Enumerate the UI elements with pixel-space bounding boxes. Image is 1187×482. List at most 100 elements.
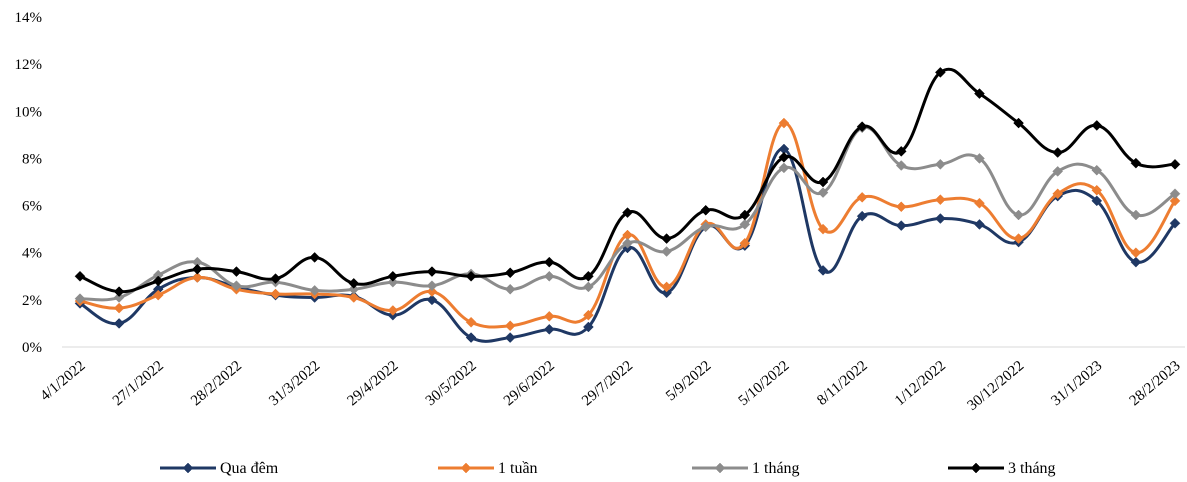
legend-item: 1 tháng [692,460,800,477]
y-tick-label: 10% [15,104,43,120]
data-point-marker [1052,188,1064,200]
data-point-marker [1013,233,1024,244]
data-point-marker [1091,120,1103,131]
data-point-marker [739,237,751,249]
data-point-marker [895,160,907,171]
data-point-marker [348,278,360,289]
legend-marker [460,462,472,474]
data-point-marker [465,332,477,343]
data-point-marker [1052,166,1064,177]
data-point-marker [583,270,594,282]
data-point-marker [504,267,516,279]
data-point-marker [1013,117,1024,129]
x-tick-label: 29/7/2022 [579,358,636,409]
legend: Qua đêm 1 tuần 1 tháng 3 tháng [160,460,1056,477]
y-tick-label: 4% [22,246,42,262]
data-point-marker [935,194,946,206]
x-tick-label: 27/1/2022 [110,358,167,409]
data-point-marker [504,332,516,343]
x-axis: 4/1/2022 27/1/2022 28/2/2022 31/3/2022 29/4/… [37,346,1185,414]
x-tick-label: 8/11/2022 [814,358,870,409]
series-line [78,67,1177,294]
data-point-marker [426,286,438,297]
data-point-marker [1169,188,1181,200]
data-point-marker [543,311,555,322]
legend-marker [714,462,726,474]
y-tick-label: 8% [22,151,42,167]
data-point-marker [661,281,672,293]
legend-item: Qua đêm [160,460,279,477]
data-point-marker [231,280,242,292]
data-point-marker [309,285,320,296]
data-point-marker [778,162,790,174]
data-point-marker [583,281,594,293]
legend-item: 3 tháng [948,460,1056,477]
data-point-marker [583,309,594,321]
data-point-marker [583,321,594,333]
x-tick-label: 31/3/2022 [266,358,323,409]
data-point-marker [817,187,829,198]
data-point-marker [191,272,203,283]
data-point-marker [739,219,751,230]
data-point-marker [895,146,907,157]
x-tick-label: 5/9/2022 [663,358,714,405]
series-group [74,117,1181,332]
data-point-marker [1130,247,1142,259]
data-point-marker [543,256,555,268]
data-point-marker [191,263,203,275]
data-point-marker [504,320,516,332]
legend-label: 3 tháng [1008,460,1056,477]
data-point-marker [935,213,946,224]
data-point-marker [1169,217,1181,229]
data-point-marker [1052,147,1064,158]
data-point-marker [622,207,633,218]
data-point-marker [309,252,320,263]
y-tick-label: 6% [22,199,42,215]
series-layer [74,67,1181,343]
data-point-marker [817,176,829,188]
y-tick-label: 2% [22,293,42,309]
data-point-marker [231,266,242,277]
data-point-marker [895,201,907,213]
data-point-marker [543,270,555,282]
data-point-marker [1130,157,1142,169]
x-tick-label: 28/2/2023 [1127,358,1184,409]
data-point-marker [622,237,633,249]
legend-item: 1 tuần [438,460,538,477]
x-tick-label: 31/1/2023 [1048,358,1105,409]
data-point-marker [387,276,399,288]
data-point-marker [1130,209,1142,221]
x-tick-label: 1/12/2022 [892,358,949,409]
data-point-marker [1013,209,1024,221]
data-point-marker [856,210,868,222]
data-point-marker [856,191,868,203]
data-point-marker [426,280,438,292]
x-tick-label: 30/5/2022 [423,358,480,409]
x-tick-label: 30/12/2022 [965,358,1028,414]
data-point-marker [348,292,360,303]
data-point-marker [348,283,360,295]
legend-label: Qua đêm [220,460,279,477]
data-point-marker [817,223,829,235]
data-point-marker [1091,164,1103,176]
data-point-marker [856,121,868,132]
data-point-marker [74,270,86,282]
data-point-marker [152,289,164,301]
y-tick-label: 12% [15,57,43,73]
data-point-marker [817,265,829,276]
data-point-marker [974,153,985,164]
data-point-marker [661,287,672,299]
x-tick-label: 4/1/2022 [37,358,88,405]
data-point-marker [113,318,125,329]
data-point-marker [74,293,86,305]
data-point-marker [700,204,712,216]
data-point-marker [270,273,281,284]
data-point-marker [426,266,438,277]
data-point-marker [974,219,985,230]
data-point-marker [1169,158,1181,170]
data-point-marker [113,292,125,303]
data-point-marker [152,275,164,287]
series-group [74,67,1181,297]
